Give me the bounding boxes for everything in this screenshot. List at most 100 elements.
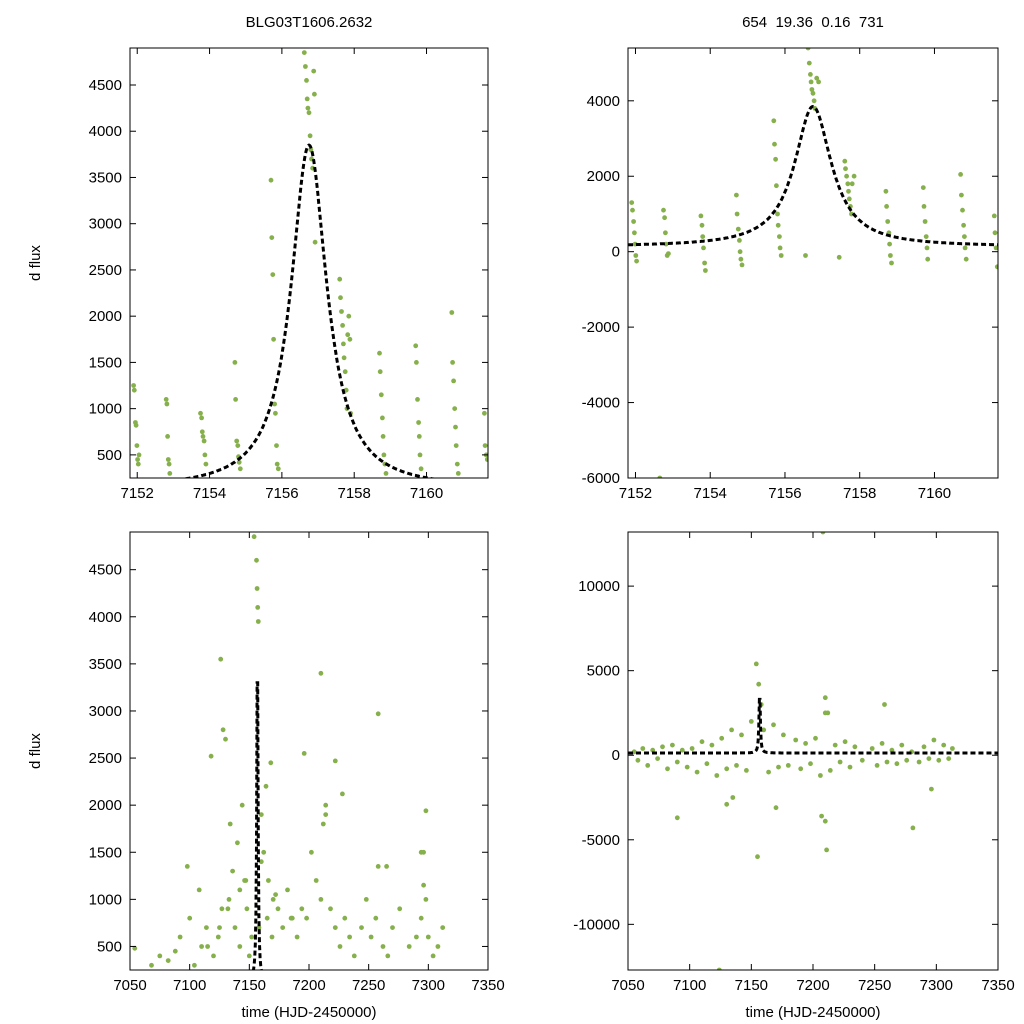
data-point [430,953,436,959]
data-point [950,746,955,751]
data-point [884,759,890,765]
data-point [699,739,705,745]
data-point [961,222,966,228]
x-tick-label: 7050 [611,977,644,994]
data-point [703,268,708,273]
x-tick-label: 7158 [338,485,371,502]
data-point [385,953,391,959]
data-point [166,461,172,467]
data-point [280,925,286,930]
x-tick-label: 7156 [265,485,298,502]
data-point [925,256,931,262]
data-point [199,944,205,949]
data-point [910,825,916,831]
data-points [131,50,488,476]
data-point [165,434,171,439]
data-point [730,795,736,800]
data-point [223,736,228,742]
data-point [285,887,290,893]
data-point [256,925,262,930]
data-point [235,443,241,448]
data-point [724,801,730,807]
data-point [266,878,271,883]
data-point [744,768,749,773]
data-point [962,234,967,240]
data-point [211,953,216,959]
data-point [342,369,348,375]
y-tick-label: 5000 [587,663,620,680]
model-curve [251,681,263,970]
data-point [719,735,725,741]
data-point [889,260,894,266]
plot-frame [627,47,999,479]
data-point [922,219,928,224]
data-point [882,702,887,707]
data-point [220,727,226,733]
data-point [345,332,351,338]
data-point [270,272,276,277]
data-point [312,239,318,245]
data-point [926,756,932,761]
plot-frame [129,47,489,479]
data-point [879,741,885,746]
data-point [375,864,381,869]
data-point [777,245,783,251]
data-point [416,434,422,439]
data-point [962,245,968,251]
data-point [772,141,777,147]
data-point [662,215,667,221]
data-point [203,461,209,467]
data-point [773,805,779,811]
data-point [192,962,197,968]
data-point [785,763,791,768]
data-point [232,360,238,365]
data-point [655,756,660,761]
data-point [227,821,233,827]
data-point [237,887,243,893]
y-tick-label: 10000 [578,578,620,595]
data-point [629,200,635,206]
data-point [781,732,786,738]
data-point [421,882,426,888]
data-point [766,769,771,775]
x-tick-label: 7300 [412,977,445,994]
data-point [234,438,240,444]
data-point [640,746,646,751]
data-point [734,211,740,217]
data-point [397,906,403,912]
data-point [921,204,927,209]
data-point [699,222,705,228]
data-point [449,310,455,315]
data-point [380,944,386,949]
data-point [959,192,964,198]
y-tick-label: 2500 [89,750,122,767]
data-point [413,343,419,349]
data-point [312,91,317,97]
data-point [931,737,937,743]
data-point [237,944,243,949]
x-tick-label: 7158 [843,485,876,502]
data-point [202,452,208,458]
data-point [698,213,704,219]
x-tick-label: 7350 [471,977,504,994]
data-point [275,466,281,472]
data-point [132,945,138,951]
data-point [254,586,260,591]
data-point [737,249,743,255]
data-point [423,808,429,814]
data-point [899,742,905,748]
data-point [679,747,685,753]
y-tick-label: 2000 [89,308,122,325]
data-point [406,944,412,949]
data-point [738,256,744,262]
data-point [737,238,742,243]
data-point [776,764,781,770]
data-point [304,78,309,83]
panel-bottom-left: 7050 7100 7150 7200 7250 7300 7350 500 1000 1500 2… [27,531,505,1021]
data-point [380,415,385,421]
data-point [773,156,778,162]
data-point [435,944,441,949]
data-point [351,953,357,959]
data-point [347,336,353,342]
data-point [294,934,300,940]
